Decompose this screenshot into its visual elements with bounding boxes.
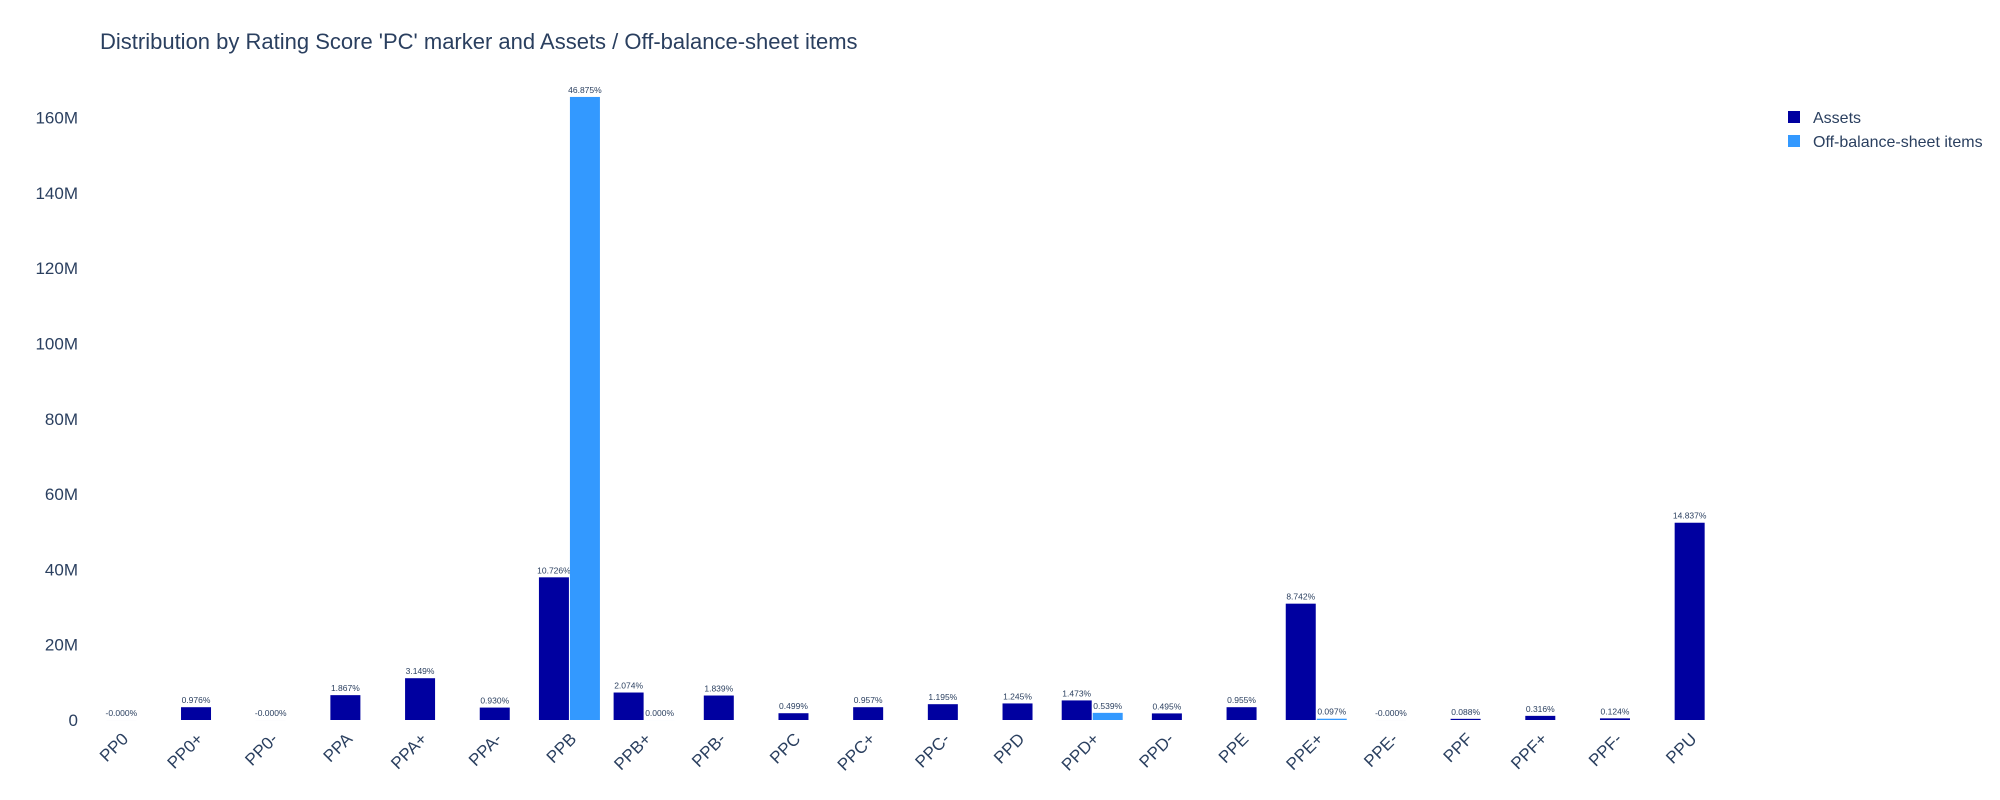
assets-bar xyxy=(1599,718,1630,720)
y-tick-label: 0 xyxy=(69,711,78,730)
assets-data-label: 1.473% xyxy=(1062,688,1091,698)
x-tick-label: PPE- xyxy=(1360,729,1401,770)
assets-data-label: 3.149% xyxy=(406,666,435,676)
assets-data-label: -0.000% xyxy=(1375,708,1407,718)
assets-data-label: 10.726% xyxy=(537,565,571,575)
off-balance-data-label: 0.097% xyxy=(1317,707,1346,717)
legend[interactable]: Assets Off-balance-sheet items xyxy=(1788,110,1983,151)
y-tick-label: 100M xyxy=(35,335,78,354)
x-tick-label: PPF+ xyxy=(1507,729,1551,773)
y-tick-label: 40M xyxy=(45,560,78,579)
x-tick-label: PPB xyxy=(543,729,580,766)
x-tick-label: PP0 xyxy=(96,729,132,765)
chart-title: Distribution by Rating Score 'PC' marker… xyxy=(100,29,858,54)
x-tick-label: PPU xyxy=(1662,729,1700,767)
assets-bar xyxy=(538,577,569,720)
legend-label[interactable]: Off-balance-sheet items xyxy=(1813,134,1983,151)
y-tick-label: 160M xyxy=(35,109,78,128)
off-balance-data-label: 46.875% xyxy=(568,85,602,95)
x-tick-label: PPA+ xyxy=(387,729,431,773)
x-tick-label: PPD+ xyxy=(1058,729,1103,774)
x-tick-label: PPA xyxy=(320,729,357,766)
assets-data-label: 14.837% xyxy=(1673,511,1707,521)
off-balance-bar xyxy=(1316,718,1347,720)
assets-data-label: 0.955% xyxy=(1227,695,1256,705)
off-balance-data-label: 0.539% xyxy=(1093,701,1122,711)
assets-data-label: 8.742% xyxy=(1286,592,1315,602)
off-balance-bar xyxy=(569,96,600,721)
x-tick-label: PPC+ xyxy=(834,729,879,774)
assets-bar xyxy=(405,678,436,720)
x-tick-label: PPC xyxy=(766,729,804,767)
assets-data-label: 0.976% xyxy=(182,695,211,705)
bars: -0.000% 0.976% -0.000% 1.867% 3.149% 0.930% 10… xyxy=(106,85,1707,721)
assets-bar xyxy=(1061,700,1092,720)
x-tick-label: PPE xyxy=(1215,729,1252,766)
y-tick-label: 60M xyxy=(45,485,78,504)
y-tick-label: 140M xyxy=(35,184,78,203)
assets-data-label: 0.088% xyxy=(1451,707,1480,717)
assets-bar xyxy=(479,707,510,720)
assets-data-label: 0.930% xyxy=(480,696,509,706)
assets-bar xyxy=(1002,703,1033,720)
legend-label[interactable]: Assets xyxy=(1813,110,1861,127)
y-tick-label: 80M xyxy=(45,410,78,429)
assets-bar xyxy=(853,707,884,720)
x-tick-label: PP0+ xyxy=(164,729,207,772)
assets-bar xyxy=(330,695,361,720)
assets-bar xyxy=(1450,718,1481,720)
assets-bar xyxy=(927,704,958,720)
assets-data-label: 1.839% xyxy=(704,684,733,694)
assets-data-label: 0.124% xyxy=(1601,706,1630,716)
assets-data-label: 0.495% xyxy=(1152,701,1181,711)
legend-swatch[interactable] xyxy=(1788,135,1800,147)
assets-data-label: 0.316% xyxy=(1526,704,1555,714)
assets-data-label: 0.499% xyxy=(779,701,808,711)
assets-bar xyxy=(1285,603,1316,720)
assets-bar xyxy=(1525,715,1556,720)
assets-bar xyxy=(1226,707,1257,720)
y-tick-label: 120M xyxy=(35,259,78,278)
legend-swatch[interactable] xyxy=(1788,111,1800,123)
x-tick-label: PPD- xyxy=(1136,729,1178,771)
assets-data-label: 1.245% xyxy=(1003,691,1032,701)
x-tick-label: PPF xyxy=(1440,729,1477,766)
assets-bar xyxy=(703,695,734,720)
off-balance-bar xyxy=(1092,712,1123,720)
assets-bar xyxy=(181,707,212,720)
assets-data-label: 1.195% xyxy=(928,692,957,702)
x-tick-label: PPB+ xyxy=(610,729,655,774)
x-tick-label: PP0- xyxy=(241,729,281,769)
off-balance-data-label: 0.000% xyxy=(645,708,674,718)
x-tick-label: PPA- xyxy=(465,729,506,770)
assets-bar xyxy=(1674,522,1705,720)
assets-data-label: 1.867% xyxy=(331,683,360,693)
x-tick-label: PPC- xyxy=(912,729,954,771)
y-axis: 0 20M 40M 60M 80M 100M 120M 140M 160M xyxy=(35,109,78,730)
assets-data-label: -0.000% xyxy=(255,708,287,718)
assets-bar xyxy=(778,713,809,720)
x-tick-label: PPD xyxy=(990,729,1028,767)
assets-bar xyxy=(613,692,644,720)
x-tick-label: PPE+ xyxy=(1283,729,1328,774)
x-tick-label: PPF- xyxy=(1585,729,1626,770)
assets-data-label: 0.957% xyxy=(854,695,883,705)
x-axis: PP0 PP0+ PP0- PPA PPA+ PPA- PPB PPB+ PPB- PPC PPC+… xyxy=(96,729,1700,775)
assets-bar xyxy=(1151,713,1182,720)
assets-data-label: 2.074% xyxy=(614,681,643,691)
x-tick-label: PPB- xyxy=(688,729,729,770)
assets-data-label: -0.000% xyxy=(106,708,138,718)
y-tick-label: 20M xyxy=(45,636,78,655)
